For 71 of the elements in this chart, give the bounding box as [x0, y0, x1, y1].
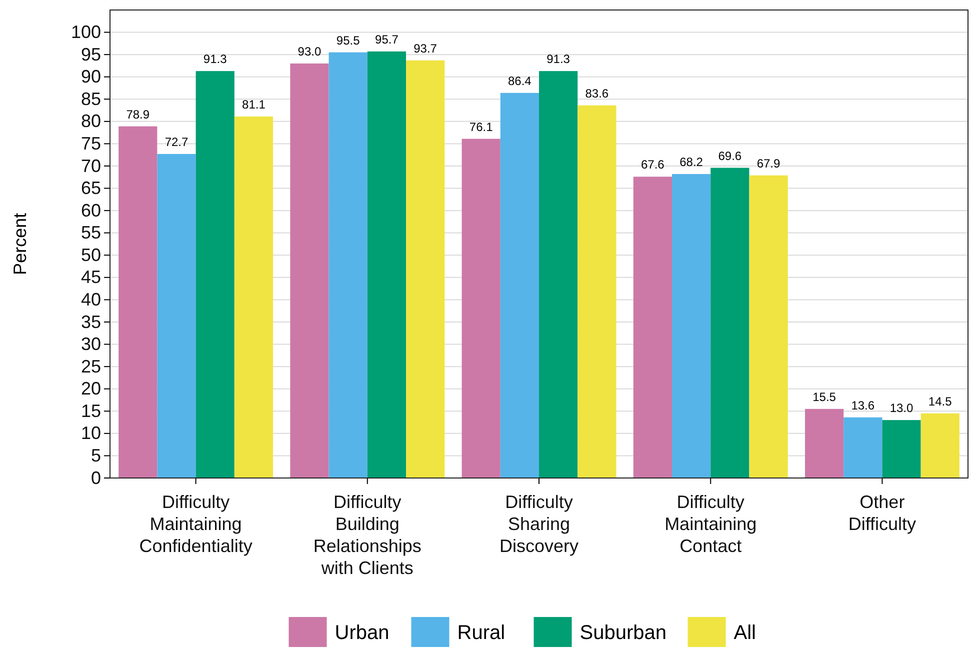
x-tick-label: Difficulty Maintaining Contact [664, 492, 757, 556]
data-label: 15.5 [812, 390, 836, 404]
y-tick-label: 65 [80, 178, 101, 198]
y-tick-label: 50 [80, 244, 101, 265]
bar [578, 105, 616, 478]
bar [920, 413, 960, 478]
bar [633, 176, 672, 478]
data-label: 76.1 [469, 120, 494, 134]
y-tick-label: 80 [80, 111, 101, 132]
bar [672, 174, 711, 478]
legend-label: Urban [334, 622, 390, 644]
y-tick-label: 70 [80, 156, 101, 176]
y-tick-label: 0 [90, 468, 101, 488]
data-label: 91.3 [203, 52, 228, 66]
y-tick-label: 25 [80, 356, 101, 376]
data-label: 67.9 [756, 156, 781, 170]
y-tick-label: 15 [80, 400, 101, 421]
bar [882, 420, 921, 478]
data-label: 13.0 [890, 401, 914, 416]
x-tick-label: Difficulty Sharing Discovery [499, 492, 579, 556]
bar [328, 52, 368, 478]
y-tick-label: 5 [90, 445, 101, 466]
bar [196, 71, 234, 478]
data-label: 13.6 [851, 398, 875, 412]
bar [367, 51, 406, 478]
bar [804, 408, 844, 478]
bar [290, 63, 329, 478]
bar [462, 138, 500, 478]
y-tick-label: 20 [80, 378, 101, 399]
legend-label: Suburban [580, 622, 666, 644]
y-tick-label: 95 [80, 44, 101, 64]
bar [710, 168, 750, 478]
bar [234, 116, 274, 478]
y-tick-label: 45 [80, 267, 101, 288]
legend-label: Rural [457, 622, 506, 644]
y-tick-label: 55 [80, 222, 101, 243]
y-tick-label: 75 [80, 133, 101, 154]
bar [749, 175, 788, 478]
data-label: 95.5 [336, 33, 360, 48]
data-label: 81.1 [242, 98, 266, 112]
x-tick-label: Difficulty Maintaining Confidentiality [139, 492, 252, 556]
data-label: 72.7 [164, 134, 188, 149]
y-tick-label: 10 [80, 423, 101, 444]
y-tick-label: 30 [80, 334, 101, 354]
bar [406, 60, 445, 478]
y-axis-title: Percent [10, 212, 30, 276]
bar [539, 71, 578, 478]
x-tick-label: Other Difficulty [848, 492, 916, 534]
bar [157, 154, 196, 478]
data-label: 14.5 [928, 394, 952, 408]
bar [118, 126, 158, 478]
legend-label: All [734, 622, 756, 644]
data-label: 69.6 [718, 148, 742, 163]
data-label: 67.6 [641, 158, 665, 172]
y-tick-label: 90 [80, 66, 101, 87]
data-label: 68.2 [680, 155, 704, 170]
data-label: 78.9 [126, 107, 150, 122]
y-tick-label: 85 [80, 88, 101, 109]
data-label: 93.7 [414, 41, 438, 56]
data-label: 91.3 [546, 52, 570, 66]
bar [844, 417, 882, 478]
data-label: 83.6 [585, 86, 609, 100]
x-tick-label: Difficulty Building Relationships with Clients [313, 492, 422, 578]
y-tick-label: 60 [80, 200, 101, 220]
data-label: 93.0 [298, 44, 322, 58]
y-tick-label: 35 [80, 312, 101, 332]
data-label: 95.7 [375, 32, 399, 46]
bar [500, 92, 539, 478]
y-tick-label: 100 [70, 22, 101, 42]
y-tick-label: 40 [80, 289, 101, 310]
data-label: 86.4 [508, 74, 532, 88]
